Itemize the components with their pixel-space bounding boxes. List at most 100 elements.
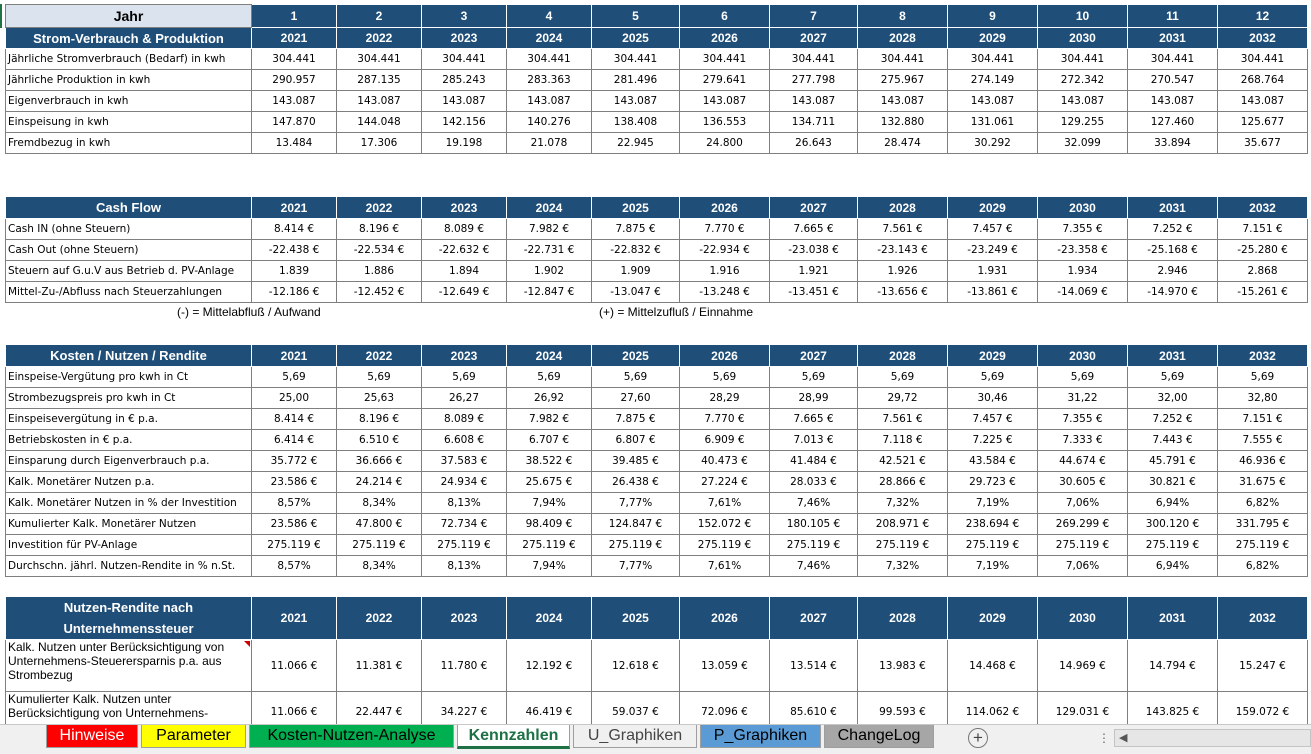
- value-cell[interactable]: 1.886: [336, 260, 422, 282]
- value-cell[interactable]: 144.048: [336, 111, 422, 133]
- value-cell[interactable]: 13.059 €: [679, 639, 770, 692]
- value-cell[interactable]: 6.608 €: [421, 429, 507, 451]
- value-cell[interactable]: 275.119 €: [1037, 534, 1128, 556]
- year-header-cell[interactable]: 2028: [857, 344, 948, 367]
- value-cell[interactable]: 275.119 €: [251, 534, 337, 556]
- value-cell[interactable]: 8.196 €: [336, 218, 422, 240]
- value-cell[interactable]: -25.280 €: [1217, 239, 1308, 261]
- value-cell[interactable]: 1.839: [251, 260, 337, 282]
- value-cell[interactable]: 125.677: [1217, 111, 1308, 133]
- value-cell[interactable]: 275.119 €: [336, 534, 422, 556]
- value-cell[interactable]: 287.135: [336, 69, 422, 91]
- plus-circle-icon[interactable]: +: [968, 728, 988, 748]
- spreadsheet-grid[interactable]: Jahr 1 2 3 4 5 6 7 8 9 10 11 12 Strom-Verbrauch & Pro…: [0, 0, 1311, 724]
- value-cell[interactable]: -13.656 €: [857, 281, 948, 303]
- value-cell[interactable]: 143.087: [421, 90, 507, 112]
- year-header-cell[interactable]: 2024: [506, 344, 592, 367]
- value-cell[interactable]: 147.870: [251, 111, 337, 133]
- year-header-cell[interactable]: 2031: [1127, 196, 1218, 219]
- value-cell[interactable]: 7,77%: [591, 492, 680, 514]
- value-cell[interactable]: 7.355 €: [1037, 218, 1128, 240]
- value-cell[interactable]: 85.610 €: [769, 691, 858, 724]
- tab-p-graphiken[interactable]: P_Graphiken: [700, 725, 821, 748]
- row-label-cell[interactable]: Steuern auf G.u.V aus Betrieb d. PV-Anla…: [5, 260, 252, 282]
- value-cell[interactable]: 25,00: [251, 387, 337, 409]
- value-cell[interactable]: 5,69: [421, 366, 507, 388]
- row-label-cell[interactable]: Kalk. Nutzen unter Berücksichtigung von …: [5, 639, 252, 692]
- year-header-cell[interactable]: 2023: [421, 596, 507, 640]
- tab-changelog[interactable]: ChangeLog: [824, 725, 934, 748]
- value-cell[interactable]: 143.087: [1217, 90, 1308, 112]
- value-cell[interactable]: 180.105 €: [769, 513, 858, 535]
- year-header-cell[interactable]: 2025: [591, 596, 680, 640]
- value-cell[interactable]: 143.087: [1127, 90, 1218, 112]
- value-cell[interactable]: 304.441: [769, 48, 858, 70]
- value-cell[interactable]: 6.807 €: [591, 429, 680, 451]
- value-cell[interactable]: 152.072 €: [679, 513, 770, 535]
- value-cell[interactable]: 1.894: [421, 260, 507, 282]
- value-cell[interactable]: 46.419 €: [506, 691, 592, 724]
- year-header-cell[interactable]: 2031: [1127, 596, 1218, 640]
- value-cell[interactable]: -12.847 €: [506, 281, 592, 303]
- value-cell[interactable]: 21.078: [506, 132, 592, 154]
- value-cell[interactable]: 8.414 €: [251, 408, 337, 430]
- value-cell[interactable]: 143.087: [506, 90, 592, 112]
- value-cell[interactable]: 208.971 €: [857, 513, 948, 535]
- value-cell[interactable]: 23.586 €: [251, 471, 337, 493]
- value-cell[interactable]: 25,63: [336, 387, 422, 409]
- value-cell[interactable]: 38.522 €: [506, 450, 592, 472]
- year-header-cell[interactable]: 2030: [1037, 596, 1128, 640]
- year-header-cell[interactable]: 2026: [679, 27, 770, 49]
- value-cell[interactable]: 7,06%: [1037, 555, 1128, 577]
- value-cell[interactable]: 275.119 €: [506, 534, 592, 556]
- value-cell[interactable]: 8,13%: [421, 492, 507, 514]
- year-index-cell[interactable]: 8: [857, 4, 948, 28]
- value-cell[interactable]: 13.514 €: [769, 639, 858, 692]
- value-cell[interactable]: 132.880: [857, 111, 948, 133]
- value-cell[interactable]: 35.772 €: [251, 450, 337, 472]
- year-index-cell[interactable]: 11: [1127, 4, 1218, 28]
- value-cell[interactable]: 143.087: [251, 90, 337, 112]
- value-cell[interactable]: 143.087: [591, 90, 680, 112]
- value-cell[interactable]: 7,19%: [947, 555, 1038, 577]
- value-cell[interactable]: 5,69: [1037, 366, 1128, 388]
- year-header-cell[interactable]: 2024: [506, 196, 592, 219]
- year-header-cell[interactable]: 2029: [947, 27, 1038, 49]
- value-cell[interactable]: 7,32%: [857, 492, 948, 514]
- value-cell[interactable]: 6,82%: [1217, 555, 1308, 577]
- value-cell[interactable]: 30,46: [947, 387, 1038, 409]
- year-header-cell[interactable]: 2022: [336, 344, 422, 367]
- scroll-left-arrow-icon[interactable]: ◀: [1119, 732, 1128, 744]
- value-cell[interactable]: 6.909 €: [679, 429, 770, 451]
- value-cell[interactable]: 1.934: [1037, 260, 1128, 282]
- value-cell[interactable]: 7.555 €: [1217, 429, 1308, 451]
- value-cell[interactable]: 304.441: [679, 48, 770, 70]
- value-cell[interactable]: 7.665 €: [769, 218, 858, 240]
- value-cell[interactable]: 1.921: [769, 260, 858, 282]
- cashflow-section-title[interactable]: Cash Flow: [5, 196, 252, 219]
- value-cell[interactable]: 7.151 €: [1217, 408, 1308, 430]
- year-index-cell[interactable]: 7: [769, 4, 858, 28]
- value-cell[interactable]: 26.643: [769, 132, 858, 154]
- value-cell[interactable]: 28.474: [857, 132, 948, 154]
- year-header-cell[interactable]: 2022: [336, 196, 422, 219]
- value-cell[interactable]: 22.447 €: [336, 691, 422, 724]
- row-label-cell[interactable]: Einspeisevergütung in € p.a.: [5, 408, 252, 430]
- tab-parameter[interactable]: Parameter: [141, 725, 246, 748]
- value-cell[interactable]: 7.355 €: [1037, 408, 1128, 430]
- value-cell[interactable]: -23.249 €: [947, 239, 1038, 261]
- value-cell[interactable]: 129.031 €: [1037, 691, 1128, 724]
- value-cell[interactable]: 143.825 €: [1127, 691, 1218, 724]
- value-cell[interactable]: 22.945: [591, 132, 680, 154]
- value-cell[interactable]: -13.451 €: [769, 281, 858, 303]
- value-cell[interactable]: 270.547: [1127, 69, 1218, 91]
- value-cell[interactable]: 5,69: [591, 366, 680, 388]
- value-cell[interactable]: 7.118 €: [857, 429, 948, 451]
- value-cell[interactable]: 124.847 €: [591, 513, 680, 535]
- value-cell[interactable]: 7.333 €: [1037, 429, 1128, 451]
- value-cell[interactable]: -14.069 €: [1037, 281, 1128, 303]
- value-cell[interactable]: 31,22: [1037, 387, 1128, 409]
- value-cell[interactable]: 2.946: [1127, 260, 1218, 282]
- value-cell[interactable]: 1.909: [591, 260, 680, 282]
- value-cell[interactable]: 140.276: [506, 111, 592, 133]
